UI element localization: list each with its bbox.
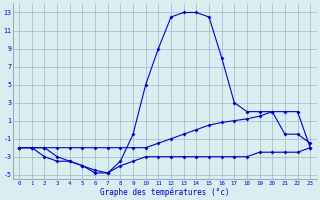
X-axis label: Graphe des températures (°c): Graphe des températures (°c) bbox=[100, 187, 229, 197]
